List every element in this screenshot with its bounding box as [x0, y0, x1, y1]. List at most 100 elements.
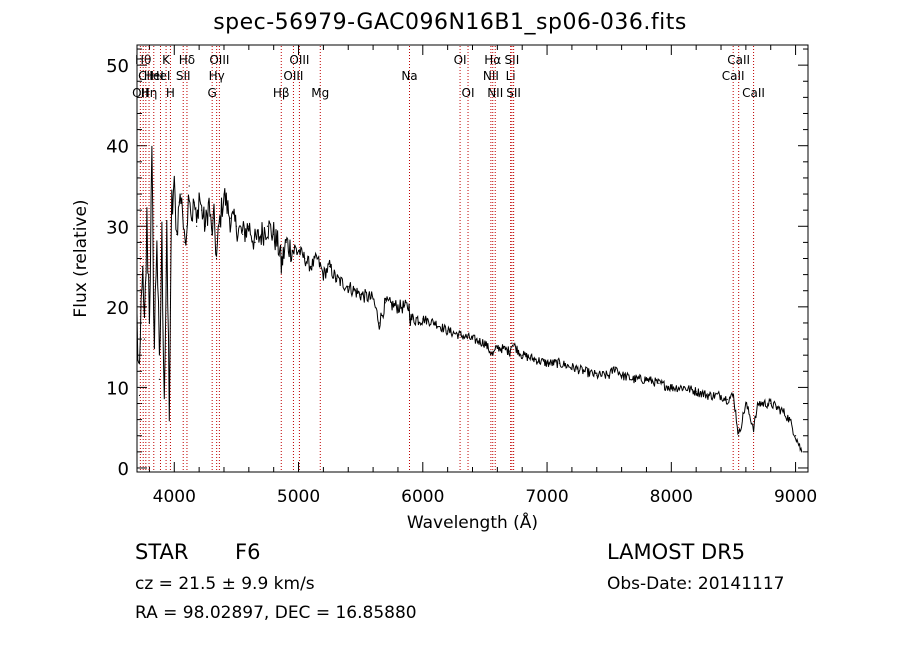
spectrum-data-point: [695, 390, 697, 393]
spectrum-data-point: [210, 233, 213, 235]
spectrum-data-point: [310, 265, 312, 268]
spectral-line-label: CaII: [722, 69, 745, 83]
spectrum-data-point: [372, 298, 374, 300]
spectrum-data-point: [384, 302, 387, 304]
spectrum-data-point: [297, 249, 300, 252]
spectrum-data-point: [188, 185, 190, 187]
spectral-line-label: SII: [505, 53, 520, 67]
spectrum-data-point: [156, 225, 158, 227]
x-axis-label: Wavelength (Å): [407, 511, 538, 533]
spectral-line-label: Na: [401, 69, 417, 83]
spectrum-data-point: [596, 374, 598, 376]
object-class: STAR: [135, 540, 189, 564]
spectral-line-label: OIII: [283, 69, 303, 83]
spectrum-data-point: [378, 322, 380, 324]
spectrum-data-point: [511, 342, 513, 344]
spectral-line-label: NII: [483, 69, 499, 83]
spectral-line-label: HeI: [151, 69, 171, 83]
spectrum-data-point: [447, 330, 449, 332]
spectrum-data-point: [471, 338, 474, 340]
spectrum-data-point: [158, 378, 160, 380]
spectrum-data-point: [171, 209, 173, 211]
spectral-line-label: Li: [506, 69, 516, 83]
spectrum-data-point: [492, 354, 494, 356]
spectral-line-label: Hβ: [273, 86, 290, 100]
spectrum-data-point: [201, 209, 203, 211]
spectrum-data-point: [285, 241, 287, 243]
spectral-line-label: SII: [506, 86, 521, 100]
spectrum-data-point: [143, 338, 146, 340]
spectral-line-label: OIII: [289, 53, 309, 67]
x-tick-label: 4000: [153, 487, 196, 507]
spectrum-data-point: [546, 362, 548, 364]
spectrum-data-point: [732, 394, 735, 397]
spectrum-data-point: [335, 278, 337, 280]
spectral-line-label: Hα: [484, 53, 501, 67]
spectrum-data-point: [633, 378, 635, 380]
spectral-line-label: HeI: [144, 69, 164, 83]
spectrum-data-point: [707, 394, 710, 397]
spectrum-data-point: [788, 419, 790, 421]
spectral-line-label: CaII: [742, 86, 765, 100]
spectrum-data-point: [153, 346, 155, 348]
y-tick-label: 0: [118, 459, 129, 480]
spectral-line-label: H: [166, 86, 175, 100]
survey-label: LAMOST DR5: [607, 540, 746, 564]
spectrum-series-line: [136, 145, 803, 453]
y-axis-label: Flux (relative): [71, 199, 91, 317]
spectrum-data-point: [782, 410, 784, 413]
spectral-line-label: OI: [454, 53, 467, 67]
spectral-line-label: Hδ: [179, 53, 195, 67]
spectrum-data-point: [397, 306, 399, 308]
spectrum-data-point: [801, 451, 803, 453]
spectrum-data-point: [161, 241, 163, 243]
spectrum-data-point: [141, 265, 143, 268]
spectral-line-label: Hθ: [135, 53, 151, 67]
spectrum-data-point: [757, 402, 759, 405]
spectrum-data-point: [459, 334, 461, 336]
spectrum-data-point: [347, 286, 349, 288]
spectrum-data-point: [291, 249, 293, 252]
spectrum-data-point: [168, 402, 170, 405]
spectrum-data-point: [208, 201, 210, 203]
y-tick-label: 30: [106, 217, 129, 238]
spectrum-data-point: [218, 225, 220, 227]
y-tick-label: 10: [106, 378, 129, 399]
observation-date: Obs-Date: 20141117: [607, 574, 785, 594]
spectrum-data-point: [484, 342, 486, 344]
spectrum-data-point: [166, 249, 168, 252]
spectrum-data-point: [745, 402, 747, 405]
spectral-line-label: Hη: [141, 86, 158, 100]
spectrum-data-point: [176, 233, 178, 235]
spectrum-data-point: [204, 225, 206, 227]
spectral-line-label: OIII: [209, 53, 229, 67]
spectrum-data-point: [273, 233, 275, 235]
spectrum-data-point: [726, 398, 728, 401]
redshift-info: cz = 21.5 ± 9.9 km/s: [135, 574, 315, 594]
spectral-line-label: SII: [176, 69, 191, 83]
spectrum-data-point: [509, 350, 511, 352]
spectral-line-label: NII: [487, 86, 503, 100]
spectrum-data-point: [434, 322, 436, 324]
spectrum-data-point: [248, 225, 250, 227]
spectrum-data-point: [223, 193, 225, 195]
spectrum-data-point: [163, 386, 165, 389]
spectrum-data-point: [254, 241, 256, 243]
spectrum-data-point: [178, 201, 180, 203]
spectrum-data-point: [173, 185, 175, 187]
x-tick-label: 5000: [277, 487, 320, 507]
spectrum-data-point: [148, 306, 151, 308]
y-tick-label: 20: [106, 298, 129, 319]
spectrum-data-point: [229, 217, 231, 219]
spectrum-data-point: [136, 322, 138, 324]
plot-frame: [136, 44, 809, 473]
x-tick-label: 6000: [401, 487, 444, 507]
spectrum-data-point: [235, 225, 238, 227]
spectral-line-label: OI: [462, 86, 475, 100]
spectrum-data-point: [213, 217, 215, 219]
coordinates: RA = 98.02897, DEC = 16.85880: [135, 603, 417, 623]
spectrum-data-point: [583, 370, 585, 372]
object-subclass: F6: [235, 540, 261, 564]
